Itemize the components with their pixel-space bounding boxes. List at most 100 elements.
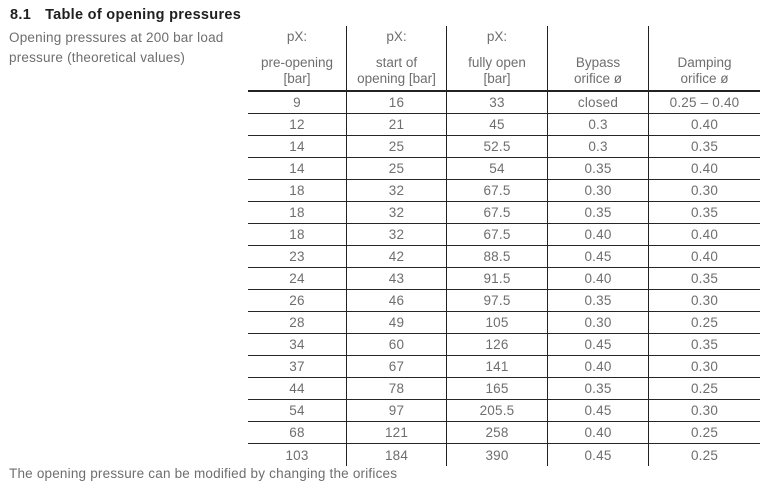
table-cell: 205.5 [447,400,548,421]
opening-pressures-table: pX: pre-opening [bar] pX: start of opening [b… [248,26,760,466]
table-cell: 103 [248,444,347,466]
table-row: 54 97 205.5 0.45 0.30 [248,400,760,422]
description-line: pressure (theoretical values) [9,50,186,65]
table-cell: 37 [248,356,347,377]
table-cell: 121 [347,422,447,443]
table-cell: 32 [347,180,447,201]
table-cell: 0.3 [548,114,649,135]
column-header-label-line: pre-opening [260,55,334,70]
table-cell: 9 [248,92,347,113]
table-cell: 44 [248,378,347,399]
column-header-label: Damping orifice ø [677,55,731,87]
table-cell: 0.40 [548,268,649,289]
column-header-prefix: pX: [386,29,407,44]
table-cell: 16 [347,92,447,113]
table-row: 28 49 105 0.30 0.25 [248,312,760,334]
table-cell: 25 [347,136,447,157]
description-line: Opening pressures at 200 bar load [9,30,224,45]
table-row: 44 78 165 0.35 0.25 [248,378,760,400]
table-row: 24 43 91.5 0.40 0.35 [248,268,760,290]
table-cell: 0.3 [548,136,649,157]
table-cell: 21 [347,114,447,135]
table-cell: 42 [347,246,447,267]
table-row: 23 42 88.5 0.45 0.40 [248,246,760,268]
table-cell: 12 [248,114,347,135]
table-cell: closed [548,92,649,113]
table-row: 14 25 54 0.35 0.40 [248,158,760,180]
table-description: Opening pressures at 200 bar load pressu… [9,28,244,68]
table-cell: 67 [347,356,447,377]
table-cell: 54 [447,158,548,179]
table-cell: 26 [248,290,347,311]
table-cell: 32 [347,224,447,245]
table-cell: 390 [447,444,548,466]
table-cell: 0.45 [548,334,649,355]
table-cell: 24 [248,268,347,289]
section-number: 8.1 [10,7,32,23]
table-cell: 67.5 [447,224,548,245]
table-cell: 60 [347,334,447,355]
table-cell: 45 [447,114,548,135]
column-header-prefix: pX: [286,29,308,44]
table-cell: 184 [347,444,447,466]
column-header-label: pre-opening [bar] [261,55,333,87]
table-cell: 165 [447,378,548,399]
table-cell: 67.5 [447,180,548,201]
column-header-label: Bypass orifice ø [574,55,622,87]
section-heading: 8.1 Table of opening pressures [10,7,241,23]
table-row: 26 46 97.5 0.35 0.30 [248,290,760,312]
table-cell: 141 [447,356,548,377]
table-cell: 0.30 [548,180,649,201]
table-body: 9 16 33 closed 0.25 – 0.40 12 21 45 0.3 0.40 14 25 5… [248,92,760,466]
table-header-row: pX: pre-opening [bar] pX: start of opening [b… [248,26,760,92]
table-cell: 18 [248,224,347,245]
table-row: 103 184 390 0.45 0.25 [248,444,760,466]
table-row: 9 16 33 closed 0.25 – 0.40 [248,92,760,114]
column-header-label-line: [bar] [283,71,311,86]
table-cell: 78 [347,378,447,399]
table-cell: 126 [447,334,548,355]
table-cell: 97 [347,400,447,421]
table-cell: 88.5 [447,246,548,267]
table-cell: 0.35 [690,271,719,286]
table-cell: 0.25 [690,447,719,463]
column-header-label-line: orifice ø [680,71,729,86]
table-row: 34 60 126 0.45 0.35 [248,334,760,356]
table-cell: 0.40 [690,161,719,176]
table-cell: 18 [248,180,347,201]
table-cell: 0.45 [548,444,649,466]
table-cell: 0.40 [690,227,719,242]
column-header-label-line: Bypass [575,55,621,70]
column-header: pX: start of opening [bar] [347,26,447,90]
table-row: 18 32 67.5 0.35 0.35 [248,202,760,224]
table-cell: 0.30 [690,403,719,418]
table-cell: 25 [347,158,447,179]
table-cell: 18 [248,202,347,223]
table-row: 68 121 258 0.40 0.25 [248,422,760,444]
footer-note: The opening pressure can be modified by … [9,466,398,481]
table-row: 18 32 67.5 0.40 0.40 [248,224,760,246]
column-header-label-line: start of [375,55,418,70]
column-header-label: fully open [bar] [468,55,526,87]
table-cell: 0.35 [690,205,719,220]
table-cell: 0.35 [690,139,719,154]
table-cell: 0.45 [548,400,649,421]
column-header: pX: fully open [bar] [447,26,548,90]
table-cell: 0.35 [548,378,649,399]
table-cell: 0.35 [548,290,649,311]
table-cell: 32 [347,202,447,223]
table-row: 12 21 45 0.3 0.40 [248,114,760,136]
table-row: 37 67 141 0.40 0.30 [248,356,760,378]
column-header-label-line: orifice ø [573,71,622,86]
table-cell: 0.40 [548,422,649,443]
table-cell: 0.40 [548,224,649,245]
table-cell: 0.35 [548,158,649,179]
table-row: 14 25 52.5 0.3 0.35 [248,136,760,158]
column-header-prefix: pX: [486,29,508,44]
column-header: Bypass orifice ø [548,26,649,90]
table-cell: 0.35 [548,202,649,223]
table-cell: 0.30 [690,359,719,374]
column-header-label-line: fully open [468,55,526,70]
table-cell: 0.25 [690,315,719,330]
